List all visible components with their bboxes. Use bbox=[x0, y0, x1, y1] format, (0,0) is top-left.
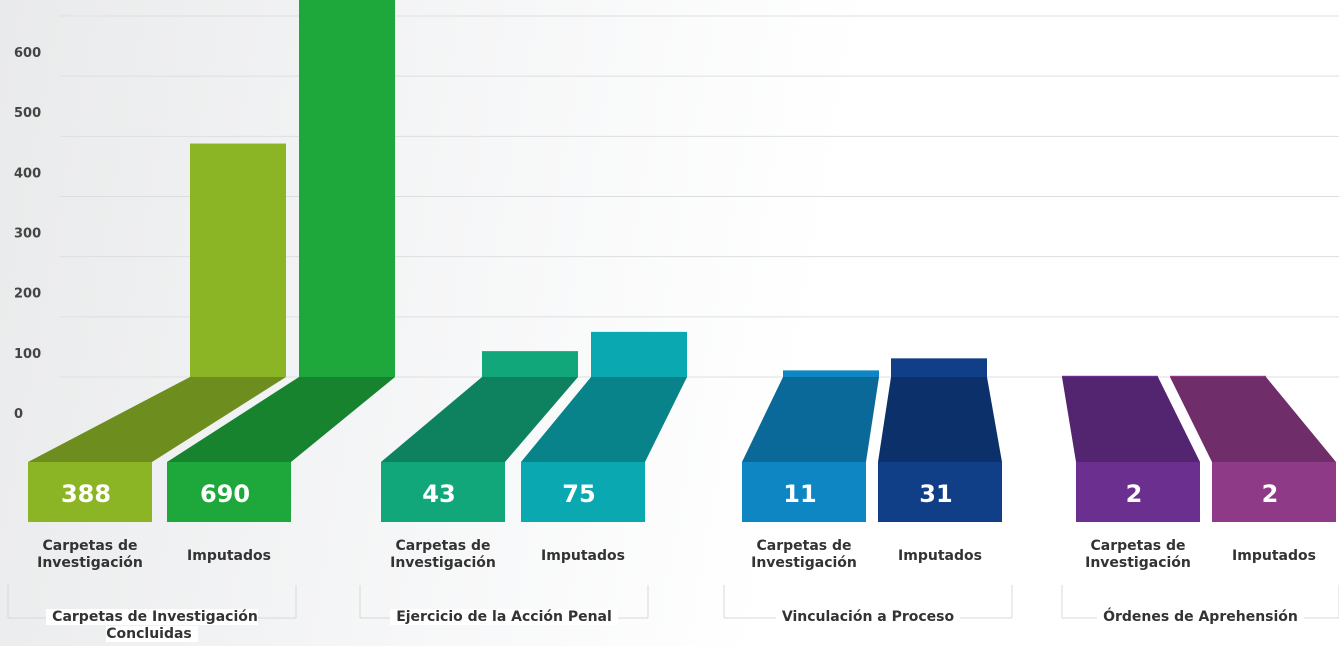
bar bbox=[190, 143, 286, 377]
bar bbox=[299, 0, 395, 377]
bar-label-text: Carpetas de Investigación bbox=[37, 538, 143, 571]
bar-front bbox=[1212, 462, 1336, 522]
bar-label-text: Imputados bbox=[187, 548, 271, 564]
bar-floor bbox=[1170, 377, 1336, 462]
bar-floor bbox=[878, 377, 1002, 462]
value-label: 11 bbox=[783, 480, 816, 508]
bar-label: Carpetas de Investigación bbox=[1068, 538, 1208, 572]
bar-label: Imputados bbox=[159, 548, 299, 565]
bar-label: Carpetas de Investigación bbox=[734, 538, 874, 572]
group-label-text: Vinculación a Proceso bbox=[775, 609, 961, 625]
bar-label-text: Carpetas de Investigación bbox=[751, 538, 857, 571]
bar-front bbox=[167, 462, 291, 522]
bar-label: Imputados bbox=[870, 548, 1010, 565]
value-label: 2 bbox=[1262, 480, 1279, 508]
bar-label-text: Carpetas de Investigación bbox=[1085, 538, 1191, 571]
bar-front bbox=[742, 462, 866, 522]
bar-floor bbox=[1062, 377, 1200, 462]
value-label: 31 bbox=[919, 480, 952, 508]
bar-label-text: Imputados bbox=[1232, 548, 1316, 564]
bar bbox=[1062, 375, 1158, 377]
bar-label-text: Imputados bbox=[898, 548, 982, 564]
bar bbox=[783, 370, 879, 377]
bar-front bbox=[521, 462, 645, 522]
bar-label-text: Carpetas de Investigación bbox=[390, 538, 496, 571]
group-label-text: Ejercicio de la Acción Penal bbox=[390, 609, 618, 625]
value-label: 388 bbox=[61, 480, 111, 508]
bar-label: Carpetas de Investigación bbox=[20, 538, 160, 572]
group-label: Órdenes de Aprehensión bbox=[1076, 609, 1326, 626]
bar bbox=[1170, 375, 1266, 377]
bar-front bbox=[28, 462, 152, 522]
bar-front bbox=[878, 462, 1002, 522]
bar bbox=[591, 331, 687, 377]
group-label: Carpetas de Investigación Concluidas bbox=[27, 609, 277, 643]
bar-floor bbox=[167, 377, 395, 462]
y-tick-label: 100 bbox=[14, 347, 41, 362]
bar-front bbox=[381, 462, 505, 522]
bar-floor bbox=[28, 377, 286, 462]
group-label: Ejercicio de la Acción Penal bbox=[379, 609, 629, 626]
bar bbox=[891, 358, 987, 377]
value-label: 43 bbox=[422, 480, 455, 508]
bar-floor bbox=[742, 377, 879, 462]
group-label-text: Carpetas de Investigación Concluidas bbox=[46, 609, 258, 642]
y-tick-label: 0 bbox=[14, 407, 23, 422]
bar-floor bbox=[521, 377, 687, 462]
bar-front bbox=[1076, 462, 1200, 522]
value-label: 75 bbox=[562, 480, 595, 508]
bar-label: Imputados bbox=[513, 548, 653, 565]
y-tick-label: 300 bbox=[14, 227, 41, 242]
value-label: 690 bbox=[200, 480, 250, 508]
value-label: 2 bbox=[1126, 480, 1143, 508]
bar-label: Imputados bbox=[1204, 548, 1339, 565]
y-tick-label: 200 bbox=[14, 287, 41, 302]
bar-label-text: Imputados bbox=[541, 548, 625, 564]
y-tick-label: 400 bbox=[14, 166, 41, 181]
bar-floor bbox=[381, 377, 578, 462]
y-tick-label: 500 bbox=[14, 106, 41, 121]
y-tick-label: 600 bbox=[14, 46, 41, 61]
group-label-text: Órdenes de Aprehensión bbox=[1097, 609, 1304, 625]
group-label: Vinculación a Proceso bbox=[743, 609, 993, 626]
bar-label: Carpetas de Investigación bbox=[373, 538, 513, 572]
bar bbox=[482, 351, 578, 377]
